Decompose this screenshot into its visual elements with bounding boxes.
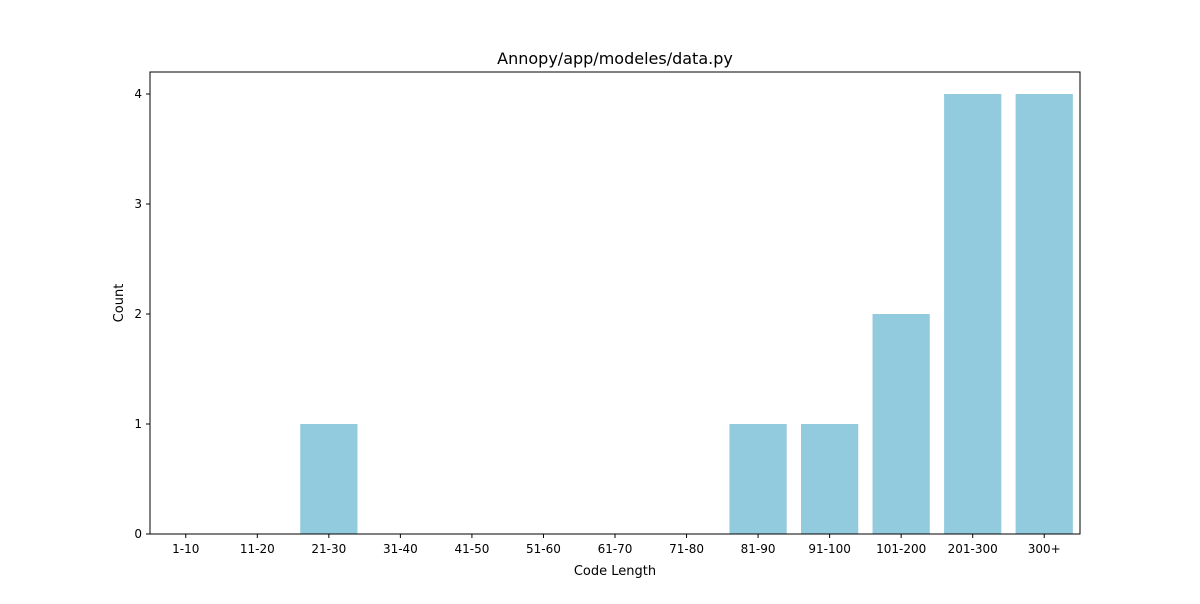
chart-title: Annopy/app/modeles/data.py (497, 49, 733, 68)
bar-201-300 (944, 94, 1002, 534)
y-tick-label: 1 (134, 417, 142, 431)
x-axis: 1-10 11-20 21-30 31-40 41-50 51-60 61-70 71-80 8… (172, 534, 1061, 556)
x-tick-label: 11-20 (240, 542, 275, 556)
bar-300+ (1015, 94, 1073, 534)
x-tick-label: 101-200 (876, 542, 926, 556)
bar-81-90 (729, 424, 787, 534)
y-axis-label: Count (112, 284, 127, 323)
x-tick-label: 61-70 (598, 542, 633, 556)
bar-21-30 (300, 424, 358, 534)
y-tick-label: 2 (134, 307, 142, 321)
x-tick-label: 41-50 (454, 542, 489, 556)
x-tick-label: 91-100 (808, 542, 851, 556)
y-tick-label: 0 (134, 527, 142, 541)
x-tick-label: 21-30 (311, 542, 346, 556)
x-tick-label: 31-40 (383, 542, 418, 556)
x-tick-label: 201-300 (948, 542, 998, 556)
y-tick-label: 4 (134, 87, 142, 101)
bar-101-200 (872, 314, 930, 534)
bar-91-100 (801, 424, 859, 534)
plot-frame (149, 71, 1081, 535)
x-tick-label: 81-90 (741, 542, 776, 556)
bars-layer (300, 94, 1073, 534)
x-tick-label: 71-80 (669, 542, 704, 556)
x-tick-label: 51-60 (526, 542, 561, 556)
y-axis: 0 1 2 3 4 (134, 87, 150, 541)
x-tick-label: 300+ (1028, 542, 1061, 556)
x-tick-label: 1-10 (172, 542, 199, 556)
y-tick-label: 3 (134, 197, 142, 211)
x-axis-label: Code Length (574, 564, 656, 579)
